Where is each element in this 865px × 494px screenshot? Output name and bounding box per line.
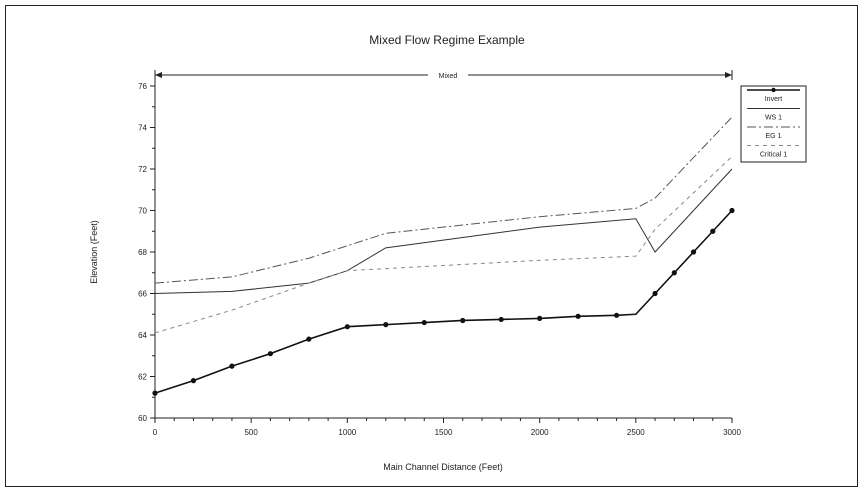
data-point bbox=[267, 351, 273, 357]
data-point bbox=[383, 322, 389, 328]
x-axis-label: Main Channel Distance (Feet) bbox=[383, 462, 503, 472]
y-tick-label: 62 bbox=[138, 373, 147, 382]
data-point bbox=[537, 315, 543, 321]
data-point bbox=[575, 313, 581, 319]
y-tick-label: 66 bbox=[138, 290, 147, 299]
x-tick-label: 3000 bbox=[723, 428, 741, 437]
series-line-eg-1 bbox=[154, 116, 733, 284]
series-line-critical-1 bbox=[154, 156, 733, 334]
y-tick-label: 70 bbox=[138, 207, 147, 216]
y-tick-label: 64 bbox=[138, 331, 147, 340]
data-point bbox=[190, 378, 197, 384]
legend-label: WS 1 bbox=[765, 115, 782, 122]
y-tick-label: 72 bbox=[138, 165, 147, 174]
legend-box bbox=[740, 85, 807, 163]
y-tick-label: 74 bbox=[138, 124, 147, 133]
x-tick-label: 2500 bbox=[627, 428, 645, 437]
legend-marker bbox=[771, 87, 776, 93]
series-line-invert bbox=[154, 209, 733, 394]
regime-arrow-right bbox=[725, 72, 732, 78]
data-point bbox=[710, 228, 716, 234]
data-point bbox=[344, 324, 350, 330]
y-tick-label: 68 bbox=[138, 248, 147, 257]
data-point bbox=[460, 317, 466, 324]
data-point bbox=[671, 270, 677, 276]
data-point bbox=[498, 316, 504, 323]
data-point bbox=[152, 390, 158, 396]
chart-title: Mixed Flow Regime Example bbox=[369, 33, 525, 47]
data-point bbox=[690, 249, 697, 255]
data-point bbox=[229, 363, 235, 369]
y-tick-label: 60 bbox=[138, 414, 147, 423]
chart-frame bbox=[5, 5, 858, 487]
data-point bbox=[652, 290, 658, 297]
y-tick-label: 76 bbox=[138, 82, 147, 91]
legend: Invert WS 1 EG 1 Critical 1 bbox=[740, 85, 807, 163]
data-point bbox=[421, 319, 427, 326]
x-tick-label: 500 bbox=[244, 428, 258, 437]
data-point bbox=[306, 336, 312, 342]
x-tick-label: 1500 bbox=[435, 428, 453, 437]
y-axis-label: Elevation (Feet) bbox=[89, 220, 99, 284]
legend-label: Invert bbox=[765, 96, 783, 103]
x-tick-label: 2000 bbox=[531, 428, 549, 437]
plot-area: 60 62 64 66 68 70 72 74 76 0 500 1000 1500 2000 2500 30… bbox=[138, 70, 741, 437]
data-point bbox=[729, 207, 735, 214]
x-tick-label: 0 bbox=[153, 428, 158, 437]
regime-label: Mixed bbox=[439, 73, 458, 80]
legend-label: Critical 1 bbox=[760, 152, 787, 159]
series-line-ws-1 bbox=[154, 168, 733, 294]
legend-label: EG 1 bbox=[766, 133, 782, 140]
regime-arrow-left bbox=[155, 72, 162, 78]
x-tick-label: 1000 bbox=[338, 428, 356, 437]
data-point bbox=[614, 312, 620, 318]
